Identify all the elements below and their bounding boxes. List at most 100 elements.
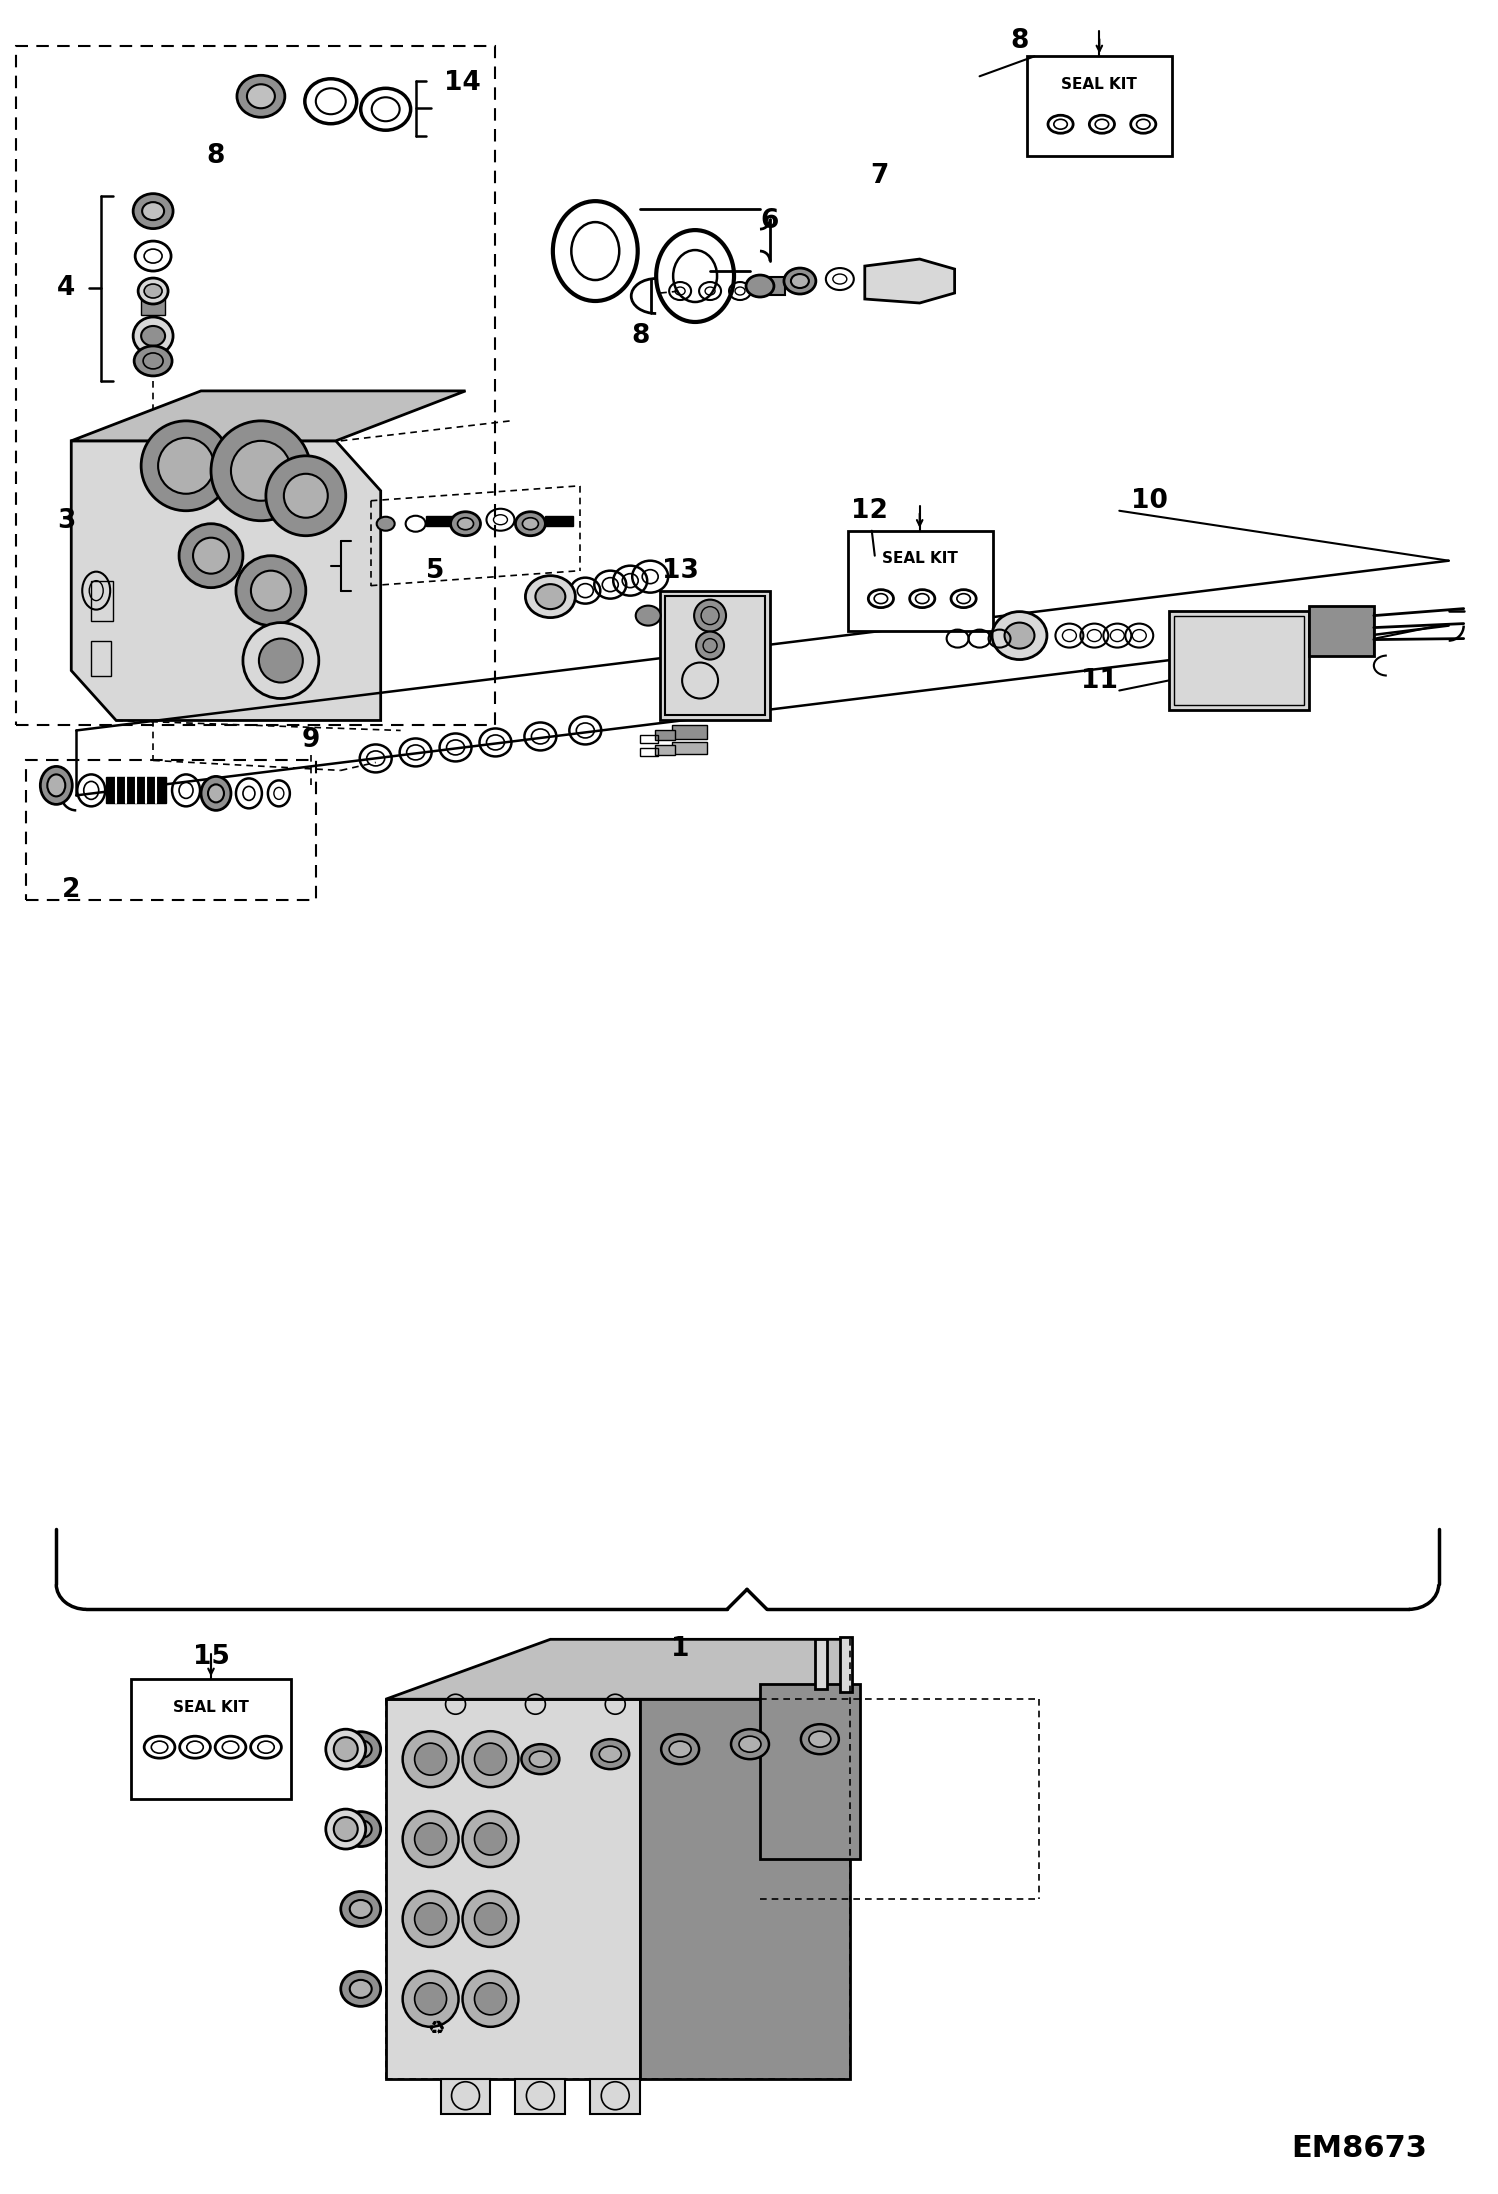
Circle shape — [403, 1810, 458, 1867]
Text: 9: 9 — [301, 728, 321, 753]
Circle shape — [231, 441, 291, 500]
Ellipse shape — [349, 1979, 372, 1999]
Ellipse shape — [526, 575, 575, 617]
Circle shape — [403, 1970, 458, 2027]
Ellipse shape — [141, 327, 165, 347]
Text: 5: 5 — [427, 557, 445, 584]
Ellipse shape — [670, 1742, 691, 1757]
Ellipse shape — [133, 193, 174, 228]
Polygon shape — [759, 1685, 860, 1858]
Circle shape — [475, 1744, 506, 1775]
Circle shape — [334, 1738, 358, 1762]
Bar — [91, 641, 111, 676]
Polygon shape — [864, 259, 954, 303]
Polygon shape — [72, 391, 466, 441]
Ellipse shape — [592, 1740, 629, 1768]
Ellipse shape — [783, 268, 816, 294]
Bar — [545, 516, 574, 527]
Text: 12: 12 — [851, 498, 888, 524]
Ellipse shape — [739, 1735, 761, 1753]
Ellipse shape — [746, 274, 774, 296]
Text: 15: 15 — [193, 1643, 229, 1670]
Ellipse shape — [1005, 623, 1035, 649]
Ellipse shape — [40, 766, 72, 805]
Ellipse shape — [635, 606, 661, 625]
Ellipse shape — [247, 83, 274, 108]
Ellipse shape — [138, 279, 168, 305]
Ellipse shape — [208, 785, 225, 803]
Bar — [106, 777, 166, 803]
Bar — [640, 735, 658, 744]
Bar — [91, 581, 114, 621]
Bar — [1174, 617, 1303, 706]
Bar — [755, 276, 785, 294]
Ellipse shape — [791, 274, 809, 287]
Text: 8: 8 — [631, 323, 650, 349]
Text: 7: 7 — [870, 162, 888, 189]
Ellipse shape — [521, 1744, 559, 1775]
Text: EM8673: EM8673 — [1291, 2135, 1426, 2163]
Ellipse shape — [809, 1731, 831, 1746]
Bar — [440, 2078, 490, 2113]
Polygon shape — [72, 441, 380, 720]
Text: 10: 10 — [1131, 487, 1168, 513]
Text: 6: 6 — [761, 208, 779, 235]
Bar — [425, 516, 455, 527]
Circle shape — [463, 1731, 518, 1788]
Circle shape — [243, 623, 319, 698]
Ellipse shape — [535, 584, 565, 610]
Bar — [27, 761, 316, 900]
Ellipse shape — [515, 511, 545, 535]
Ellipse shape — [529, 1751, 551, 1766]
Ellipse shape — [451, 511, 481, 535]
Bar — [515, 2078, 565, 2113]
Ellipse shape — [133, 316, 174, 355]
Circle shape — [463, 1970, 518, 2027]
Circle shape — [403, 1891, 458, 1946]
Text: 2: 2 — [61, 878, 81, 904]
Text: 1: 1 — [671, 1637, 689, 1663]
Ellipse shape — [135, 347, 172, 375]
Ellipse shape — [349, 1821, 372, 1839]
Text: 8: 8 — [1010, 29, 1029, 55]
Circle shape — [237, 555, 306, 625]
Text: SEAL KIT: SEAL KIT — [1062, 77, 1137, 92]
Ellipse shape — [523, 518, 538, 529]
Circle shape — [334, 1817, 358, 1841]
Ellipse shape — [340, 1812, 380, 1847]
Circle shape — [403, 1731, 458, 1788]
Circle shape — [475, 1983, 506, 2014]
Ellipse shape — [349, 1900, 372, 1918]
Bar — [848, 531, 993, 630]
Ellipse shape — [376, 518, 394, 531]
Bar — [16, 46, 496, 726]
Bar — [665, 595, 765, 715]
Bar — [1170, 610, 1309, 711]
Polygon shape — [385, 1698, 640, 2078]
Circle shape — [259, 638, 303, 682]
Bar — [410, 2010, 460, 2051]
Ellipse shape — [237, 75, 285, 116]
Circle shape — [193, 538, 229, 573]
Ellipse shape — [349, 1740, 372, 1757]
Ellipse shape — [731, 1729, 768, 1760]
Circle shape — [415, 1744, 446, 1775]
Text: 11: 11 — [1082, 667, 1118, 693]
Circle shape — [180, 524, 243, 588]
Bar — [141, 294, 165, 316]
Bar — [815, 1639, 827, 1689]
Ellipse shape — [457, 518, 473, 529]
Bar — [590, 2078, 640, 2113]
Ellipse shape — [801, 1724, 839, 1755]
Circle shape — [325, 1810, 366, 1850]
Bar — [661, 590, 770, 720]
Circle shape — [252, 570, 291, 610]
Text: ♻: ♻ — [427, 2018, 445, 2038]
Circle shape — [415, 1983, 446, 2014]
Ellipse shape — [992, 612, 1047, 660]
Text: 4: 4 — [57, 274, 75, 301]
Ellipse shape — [142, 202, 165, 219]
Bar — [673, 742, 707, 755]
Bar — [673, 726, 707, 739]
Bar — [655, 746, 676, 755]
